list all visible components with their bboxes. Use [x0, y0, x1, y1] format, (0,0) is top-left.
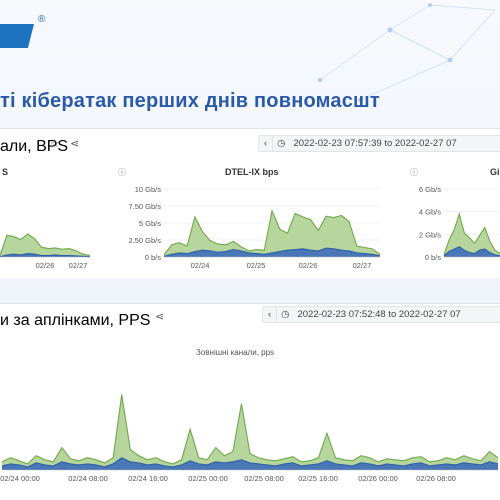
network-decoration	[318, 3, 496, 102]
y-tick-label: 4 Gb/s	[419, 208, 441, 217]
clock-icon: ◷	[277, 138, 286, 149]
row-title: али, BPS	[0, 138, 69, 155]
y-tick-label: 7.50 Gb/s	[128, 202, 161, 211]
panel-c-chart[interactable]: 6 Gb/s 4 Gb/s 2 Gb/s 0 b/s	[408, 185, 500, 267]
star-icon[interactable]: ☆	[50, 138, 60, 150]
panel-c-title: Gi	[490, 167, 500, 177]
panel-a-title: S	[2, 167, 9, 177]
bps-panel-row: али, BPS ☆ ⋖ ‹ ◷ 2022-02-23 07:57:39 to …	[0, 128, 500, 278]
panel-b-title: DTEL-IX bps	[225, 167, 279, 177]
series-area-1	[2, 457, 498, 470]
x-tick-label: 02/26	[36, 261, 55, 270]
company-logo	[0, 24, 34, 48]
x-tick-label: 02/24 16:00	[128, 474, 168, 483]
series-area-1	[164, 248, 380, 257]
x-tick-label: 02/26	[299, 261, 318, 270]
series-line-1	[163, 247, 381, 257]
y-tick-label: 0 b/s	[425, 253, 442, 262]
x-tick-label: 02/25 08:00	[244, 474, 284, 483]
y-tick-label: 0 b/s	[145, 253, 162, 262]
series-line-1	[443, 246, 500, 257]
x-tick-label: 02/25	[247, 261, 266, 270]
x-tick-label: 02/26 08:00	[416, 474, 456, 483]
pps-panel-row: и за аплінками, PPS ⋖ ‹ ◷ 2022-02-23 07:…	[0, 303, 500, 500]
x-tick-label: 02/27	[69, 261, 88, 270]
x-tick-label: 02/27	[353, 261, 372, 270]
time-back-button-pps[interactable]: ‹	[263, 307, 278, 322]
series-area-0	[444, 213, 500, 257]
series-area-0	[2, 394, 498, 470]
share-icon[interactable]: ⋖	[70, 138, 80, 150]
series-line-1	[0, 252, 91, 258]
time-back-button[interactable]: ‹	[259, 136, 274, 151]
time-range-picker-pps[interactable]: ‹ ◷ 2022-02-23 07:52:48 to 2022-02-27 07	[262, 306, 500, 323]
time-range-text: 2022-02-23 07:57:39 to 2022-02-27 07	[293, 138, 457, 149]
series-line-0	[163, 208, 381, 256]
row-title-pps: и за аплінками, PPS	[0, 312, 151, 329]
series-area-0	[0, 233, 90, 257]
x-tick-label: 02/24 08:00	[68, 474, 108, 483]
series-area-1	[444, 246, 500, 257]
pps-chart[interactable]: 02/24 00:00 02/24 08:00 02/24 16:00 02/25 0…	[0, 362, 500, 492]
x-tick-label: 02/24	[191, 261, 210, 270]
x-tick-label: 02/25 16:00	[298, 474, 338, 483]
panel-c-info-icon[interactable]: ⓘ	[410, 168, 418, 177]
series-area-0	[164, 210, 380, 257]
slide-title: ті кібератак перших днів повномасшт	[0, 90, 380, 112]
x-tick-label: 02/24 00:00	[0, 474, 40, 483]
series-line-1	[1, 457, 499, 468]
registered-mark: ®	[38, 14, 46, 25]
share-icon[interactable]: ⋖	[155, 311, 165, 323]
time-range-text-pps: 2022-02-23 07:52:48 to 2022-02-27 07	[297, 309, 461, 320]
clock-icon: ◷	[281, 309, 290, 320]
y-tick-label: 2.50 Gb/s	[128, 236, 161, 245]
time-range-picker[interactable]: ‹ ◷ 2022-02-23 07:57:39 to 2022-02-27 07	[258, 135, 500, 152]
x-tick-label: 02/26 00:00	[358, 474, 398, 483]
panel-a-chart[interactable]: 02/26 02/27	[0, 185, 95, 270]
panel-b-info-icon[interactable]: ⓘ	[118, 168, 126, 177]
y-tick-label: 6 Gb/s	[419, 185, 441, 194]
y-tick-label: 2 Gb/s	[419, 230, 441, 239]
series-line-0	[0, 233, 91, 257]
series-line-0	[443, 211, 500, 255]
x-tick-label: 02/25 00:00	[188, 474, 228, 483]
series-line-0	[1, 394, 499, 465]
pps-chart-title: Зовнішні канали, pps	[196, 348, 275, 357]
y-tick-label: 10 Gb/s	[135, 185, 162, 194]
y-tick-label: 5 Gb/s	[139, 219, 161, 228]
panel-b-chart[interactable]: 10 Gb/s 7.50 Gb/s 5 Gb/s 2.50 Gb/s 0 b/s 02/2…	[118, 185, 383, 270]
